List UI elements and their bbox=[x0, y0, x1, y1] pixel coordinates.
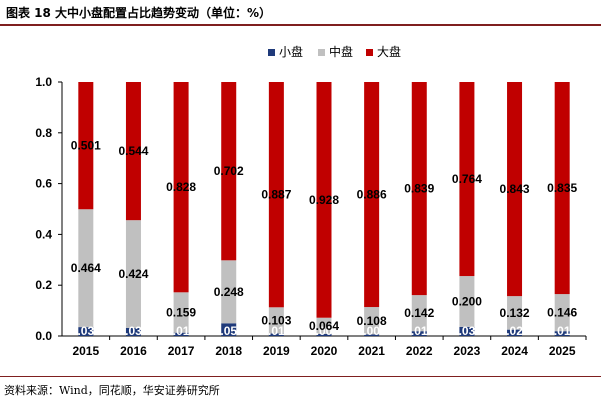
bar-large bbox=[78, 82, 94, 210]
bar-small bbox=[221, 323, 237, 336]
bar-large bbox=[173, 82, 189, 293]
bar-small bbox=[316, 333, 332, 336]
data-label-mid: 0.424 bbox=[118, 267, 148, 281]
data-label-small: 0.025 bbox=[500, 324, 530, 338]
data-label-mid: 0.464 bbox=[71, 261, 101, 275]
bar-large bbox=[221, 82, 237, 261]
bar-large bbox=[316, 82, 332, 318]
legend-swatch-large bbox=[366, 49, 373, 56]
top-rule bbox=[0, 24, 601, 26]
x-tick-label: 2023 bbox=[454, 344, 481, 358]
data-label-mid: 0.103 bbox=[261, 313, 291, 327]
x-tick-label: 2016 bbox=[120, 344, 147, 358]
bar-mid bbox=[459, 276, 475, 327]
bar-mid bbox=[554, 294, 570, 332]
data-label-small: 0.013 bbox=[166, 324, 196, 338]
data-label-large: 0.887 bbox=[261, 188, 291, 202]
bar-mid bbox=[411, 295, 427, 332]
data-label-small: 0.050 bbox=[214, 324, 244, 338]
x-tick-label: 2022 bbox=[406, 344, 433, 358]
y-tick-label: 1.0 bbox=[35, 75, 52, 89]
data-label-small: 0.032 bbox=[118, 324, 148, 338]
bar-large bbox=[459, 82, 475, 277]
bar-large bbox=[507, 82, 523, 297]
bar-mid bbox=[507, 296, 523, 330]
x-tick-label: 2021 bbox=[358, 344, 385, 358]
y-tick-label: 0.6 bbox=[35, 177, 52, 191]
data-label-small: 0.036 bbox=[452, 324, 482, 338]
data-label-mid: 0.159 bbox=[166, 306, 196, 320]
bar-large bbox=[411, 82, 427, 296]
bar-mid bbox=[125, 220, 141, 328]
x-tick-label: 2025 bbox=[549, 344, 576, 358]
bar-small bbox=[507, 329, 523, 336]
bar-small bbox=[459, 326, 475, 336]
data-label-small: 0.019 bbox=[547, 324, 577, 338]
bar-small bbox=[268, 333, 284, 336]
bar-mid bbox=[364, 307, 380, 335]
data-label-mid: 0.200 bbox=[452, 294, 482, 308]
bar-large bbox=[554, 82, 570, 295]
x-tick-label: 2019 bbox=[263, 344, 290, 358]
bottom-rule bbox=[0, 376, 601, 377]
bar-mid bbox=[173, 292, 189, 333]
data-label-mid: 0.132 bbox=[500, 306, 530, 320]
data-label-mid: 0.108 bbox=[357, 314, 387, 328]
bar-small bbox=[554, 331, 570, 336]
legend-label-large: 大盘 bbox=[377, 44, 401, 59]
figure-title: 图表 18 大中小盘配置占比趋势变动（单位：%） bbox=[6, 6, 272, 20]
legend-swatch-mid bbox=[318, 49, 325, 56]
data-label-small: 0.006 bbox=[357, 324, 387, 338]
source-note: 资料来源：Wind，同花顺，华安证券研究所 bbox=[4, 384, 220, 397]
data-label-large: 0.828 bbox=[166, 180, 196, 194]
bar-large bbox=[268, 82, 284, 308]
y-tick-label: 0.0 bbox=[35, 329, 52, 343]
legend-label-mid: 中盘 bbox=[329, 44, 353, 59]
data-label-mid: 0.142 bbox=[404, 306, 434, 320]
x-tick-label: 2015 bbox=[72, 344, 99, 358]
data-label-small: 0.010 bbox=[261, 324, 291, 338]
x-tick-label: 2020 bbox=[311, 344, 338, 358]
data-label-large: 0.835 bbox=[547, 181, 577, 195]
bar-mid bbox=[316, 317, 332, 334]
data-label-large: 0.501 bbox=[71, 139, 101, 153]
data-label-large: 0.544 bbox=[118, 144, 148, 158]
data-label-large: 0.886 bbox=[357, 188, 387, 202]
data-label-mid: 0.248 bbox=[214, 285, 244, 299]
x-tick-label: 2017 bbox=[168, 344, 195, 358]
data-label-small: 0.019 bbox=[404, 324, 434, 338]
data-label-small: 0.035 bbox=[71, 324, 101, 338]
bar-large bbox=[364, 82, 380, 308]
data-label-large: 0.839 bbox=[404, 182, 434, 196]
bar-small bbox=[173, 332, 189, 336]
legend-label-small: 小盘 bbox=[279, 44, 303, 59]
data-label-mid: 0.146 bbox=[547, 306, 577, 320]
bar-small bbox=[411, 331, 427, 336]
legend-swatch-small bbox=[268, 49, 275, 56]
stacked-bar-chart: 0.0 0.2 0.4 0.6 0.8 1.0 2015 2016 2017 2018 2019 20… bbox=[35, 44, 587, 358]
data-label-large: 0.702 bbox=[214, 164, 244, 178]
bar-small bbox=[125, 327, 141, 336]
y-tick-label: 0.2 bbox=[35, 278, 52, 292]
data-label-large: 0.764 bbox=[452, 172, 482, 186]
bar-small bbox=[364, 334, 380, 336]
bar-large bbox=[125, 82, 141, 221]
x-tick-label: 2024 bbox=[501, 344, 528, 358]
bar-mid bbox=[268, 307, 284, 334]
bar-mid bbox=[221, 260, 237, 324]
data-label-large: 0.928 bbox=[309, 193, 339, 207]
y-tick-label: 0.8 bbox=[35, 126, 52, 140]
x-tick-label: 2018 bbox=[215, 344, 242, 358]
data-label-mid: 0.064 bbox=[309, 319, 339, 333]
data-label-small: 0.008 bbox=[309, 324, 339, 338]
y-tick-label: 0.4 bbox=[35, 227, 52, 241]
bar-mid bbox=[78, 209, 94, 328]
bar-small bbox=[78, 327, 94, 336]
data-label-large: 0.843 bbox=[500, 182, 530, 196]
